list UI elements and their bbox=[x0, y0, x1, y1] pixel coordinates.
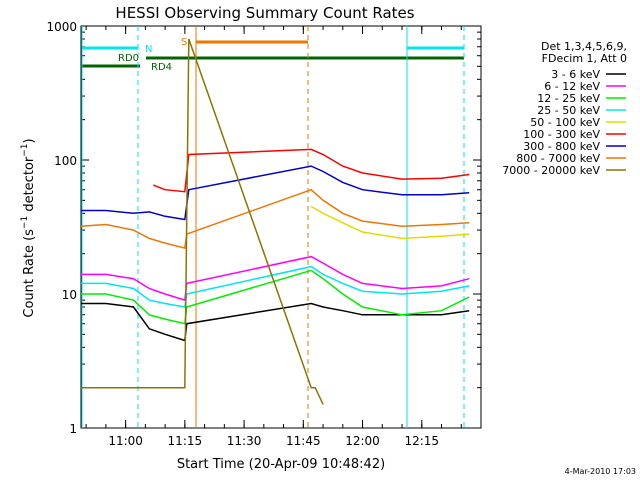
series-line-7 bbox=[80, 188, 470, 250]
legend-entry-label: 25 - 50 keV bbox=[537, 104, 600, 117]
legend-header-line: FDecim 1, Att 0 bbox=[542, 52, 627, 65]
legend-entry-label: 300 - 800 keV bbox=[523, 140, 600, 153]
series-line-3 bbox=[81, 265, 470, 308]
legend-entry-label: 50 - 100 keV bbox=[530, 116, 600, 129]
y-tick-label: 1000 bbox=[46, 20, 77, 34]
chart-title: HESSI Observing Summary Count Rates bbox=[115, 4, 414, 22]
flag-label-s: S bbox=[181, 37, 187, 48]
series-line-5 bbox=[153, 148, 470, 193]
series-line-8 bbox=[81, 38, 324, 405]
generation-timestamp: 4-Mar-2010 17:03 bbox=[565, 467, 636, 476]
legend: Det 1,3,4,5,6,9,FDecim 1, Att 0 3 - 6 keV… bbox=[502, 40, 627, 177]
y-axis-label: Count Rate (s−1 detector−1) bbox=[20, 138, 37, 317]
y-tick-label: 1 bbox=[69, 422, 77, 436]
series-line-0 bbox=[81, 302, 470, 342]
flag-label-rd0: RD0 bbox=[118, 53, 139, 64]
series-lines bbox=[80, 38, 470, 405]
legend-entry-label: 100 - 300 keV bbox=[523, 128, 600, 141]
plot-frame bbox=[80, 25, 482, 429]
series-line-1 bbox=[81, 255, 470, 302]
x-tick-label: 12:15 bbox=[404, 434, 439, 448]
legend-header-line: Det 1,3,4,5,6,9, bbox=[541, 40, 627, 53]
legend-entry-label: 7000 - 20000 keV bbox=[502, 164, 600, 177]
x-tick-label: 11:15 bbox=[168, 434, 203, 448]
y-tick-label: 10 bbox=[62, 288, 77, 302]
flag-label-rd4: RD4 bbox=[151, 62, 172, 73]
legend-entry-label: 800 - 7000 keV bbox=[516, 152, 600, 165]
x-tick-label: 11:45 bbox=[286, 434, 321, 448]
legend-entry-label: 12 - 25 keV bbox=[537, 92, 600, 105]
series-line-4 bbox=[310, 205, 470, 240]
observing-flags: RD0 RD4 N S bbox=[81, 26, 465, 428]
x-tick-label: 12:00 bbox=[345, 434, 380, 448]
series-line-6 bbox=[81, 165, 470, 221]
x-tick-label: 11:30 bbox=[227, 434, 262, 448]
axis-ticks: 1 10 100 1000 11:00 11:15 11:30 11:45 12:00 12:15 bbox=[46, 20, 482, 448]
series-line-2 bbox=[81, 269, 470, 325]
legend-entry-label: 3 - 6 keV bbox=[551, 68, 600, 81]
x-tick-label: 11:00 bbox=[108, 434, 143, 448]
x-axis-label: Start Time (20-Apr-09 10:48:42) bbox=[177, 457, 385, 472]
y-tick-label: 100 bbox=[54, 154, 77, 168]
flag-label-n: N bbox=[145, 44, 152, 55]
legend-entry-label: 6 - 12 keV bbox=[544, 80, 600, 93]
